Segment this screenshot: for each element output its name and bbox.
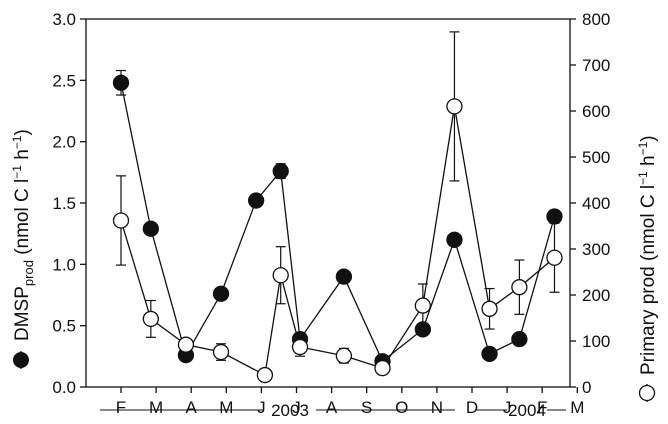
y-left-label-unit-prefix: (nmol C l <box>12 179 33 260</box>
y-left-label-unit-end: ) <box>12 129 33 135</box>
x-tick-label: N <box>431 398 443 417</box>
y-right-tick-label: 600 <box>582 102 610 121</box>
dmsp-point <box>212 285 230 302</box>
y-left-label-sub: prod <box>21 260 36 286</box>
y-right-tick-label: 400 <box>582 194 610 213</box>
right-axis: 0 100 200 300 400 500 600 700 800 <box>570 10 610 397</box>
dmsp-point <box>414 321 432 338</box>
legend-open-circle-icon <box>638 384 656 402</box>
series-lines <box>120 82 556 377</box>
dmsp-point <box>142 220 159 237</box>
y-left-tick-label: 2.0 <box>52 133 76 152</box>
y-left-label-sup-2: −1 <box>10 135 24 149</box>
primary-prod-point <box>291 338 309 356</box>
x-tick-label: A <box>186 398 198 417</box>
dmsp-point <box>247 192 265 209</box>
year-row: 2003 2004 <box>100 401 566 420</box>
y-left-tick-label: 0.0 <box>52 378 76 397</box>
error-bars <box>116 31 560 373</box>
primary-prod-point <box>112 212 130 229</box>
dmsp-point <box>335 268 353 285</box>
x-tick-label: F <box>537 398 547 417</box>
primary-prod-point <box>142 310 159 328</box>
y-right-tick-label: 300 <box>582 240 610 259</box>
primary-prod-point <box>177 336 195 353</box>
y-left-tick-label: 0.5 <box>52 317 76 336</box>
y-right-tick-label: 700 <box>582 56 610 75</box>
y-left-tick-label: 3.0 <box>52 10 76 29</box>
primary-prod-point <box>212 343 230 361</box>
dmsp-point <box>546 208 563 225</box>
dmsp-point <box>511 331 528 348</box>
primary-prod-point <box>511 279 528 296</box>
svg-text:Primary prod (nmol C l−1 h−1): Primary prod (nmol C l−1 h−1) <box>636 135 659 375</box>
x-tick-label: J <box>257 398 266 417</box>
y-right-label-sup-2: −1 <box>636 141 650 155</box>
svg-text:DMSPprod (nmol C l−1 h−1): DMSPprod (nmol C l−1 h−1) <box>10 129 36 341</box>
left-axis: 0.0 0.5 1.0 1.5 2.0 2.5 3.0 <box>52 10 86 397</box>
y-right-label-unit-end: ) <box>638 135 659 141</box>
y-right-tick-label: 200 <box>582 286 610 305</box>
primary-prod-point <box>481 300 498 317</box>
y-left-label: DMSPprod (nmol C l−1 h−1) <box>10 129 36 369</box>
x-tick-label: D <box>466 398 478 417</box>
primary-prod-point <box>446 98 463 115</box>
y-right-label: Primary prod (nmol C l−1 h−1) <box>636 135 659 402</box>
primary-prod-point <box>335 347 353 364</box>
y-right-label-sup-1: −1 <box>636 171 650 185</box>
x-tick-label: J <box>292 398 301 417</box>
y-left-label-main: DMSP <box>12 286 33 341</box>
y-left-tick-label: 1.5 <box>52 194 76 213</box>
x-tick-label: M <box>570 398 584 417</box>
y-right-tick-label: 800 <box>582 10 610 29</box>
y-left-tick-label: 2.5 <box>52 71 76 90</box>
x-tick-label: O <box>395 398 408 417</box>
x-tick-label: M <box>219 398 233 417</box>
y-left-label-unit-mid: h <box>12 149 33 165</box>
y-right-tick-label: 0 <box>582 378 591 397</box>
x-tick-label: F <box>116 398 126 417</box>
markers <box>112 74 563 384</box>
primary-prod-point <box>272 267 289 284</box>
x-tick-label: S <box>361 398 372 417</box>
y-right-label-unit-prefix: (nmol C l <box>638 185 659 266</box>
primary-prod-point <box>256 366 274 384</box>
y-left-tick-label: 1.0 <box>52 255 76 274</box>
y-right-tick-label: 500 <box>582 148 610 167</box>
year-label-2004: 2004 <box>508 401 546 420</box>
primary-prod-line <box>120 106 555 377</box>
dmsp-point <box>272 162 289 180</box>
primary-prod-point <box>414 297 432 314</box>
plot-frame <box>85 18 571 388</box>
dmsp-point <box>481 345 498 363</box>
dmsp-point <box>112 74 130 91</box>
y-right-tick-label: 100 <box>582 332 610 351</box>
primary-prod-point <box>374 359 391 377</box>
x-tick-label: M <box>149 398 163 417</box>
y-left-label-sup-1: −1 <box>10 165 24 179</box>
year-label-2003: 2003 <box>271 401 309 420</box>
y-right-label-main: Primary prod <box>638 266 659 375</box>
y-right-label-unit-mid: h <box>638 155 659 171</box>
dmsp-point <box>446 231 463 248</box>
x-tick-label: J <box>503 398 512 417</box>
x-tick-label: A <box>326 398 338 417</box>
primary-prod-point <box>546 249 563 266</box>
